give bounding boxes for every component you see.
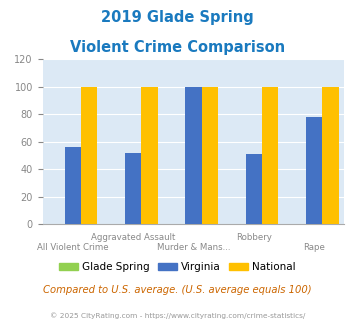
Bar bbox=[306, 117, 322, 224]
Bar bbox=[65, 148, 81, 224]
Text: Rape: Rape bbox=[303, 243, 325, 251]
Bar bbox=[246, 154, 262, 224]
Text: Violent Crime Comparison: Violent Crime Comparison bbox=[70, 40, 285, 54]
Bar bbox=[185, 87, 202, 224]
Text: Compared to U.S. average. (U.S. average equals 100): Compared to U.S. average. (U.S. average … bbox=[43, 285, 312, 295]
Bar bbox=[81, 87, 97, 224]
Bar bbox=[202, 87, 218, 224]
Bar bbox=[322, 87, 339, 224]
Bar bbox=[141, 87, 158, 224]
Text: All Violent Crime: All Violent Crime bbox=[37, 243, 109, 251]
Bar bbox=[262, 87, 278, 224]
Text: Murder & Mans...: Murder & Mans... bbox=[157, 243, 230, 251]
Text: 2019 Glade Spring: 2019 Glade Spring bbox=[101, 10, 254, 25]
Text: Robbery: Robbery bbox=[236, 233, 272, 242]
Bar bbox=[125, 153, 141, 224]
Legend: Glade Spring, Virginia, National: Glade Spring, Virginia, National bbox=[55, 258, 300, 276]
Text: Aggravated Assault: Aggravated Assault bbox=[91, 233, 175, 242]
Text: © 2025 CityRating.com - https://www.cityrating.com/crime-statistics/: © 2025 CityRating.com - https://www.city… bbox=[50, 312, 305, 318]
